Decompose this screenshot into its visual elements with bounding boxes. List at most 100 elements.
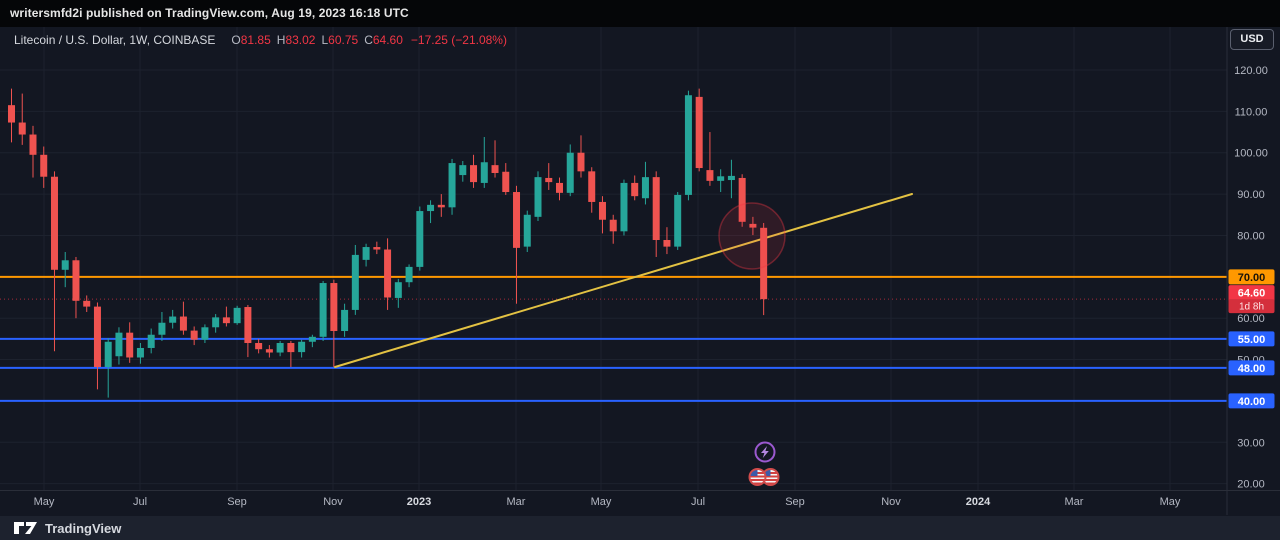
candle-body — [179, 316, 187, 331]
high-value: 83.02 — [285, 33, 316, 47]
level-badge-55.00: 55.00 — [1228, 331, 1275, 347]
candle-body — [18, 122, 26, 135]
candle — [706, 132, 714, 186]
candle-body — [641, 177, 649, 199]
candle — [18, 93, 26, 145]
candle — [50, 171, 58, 352]
badge-text: 40.00 — [1238, 396, 1266, 408]
time-tick-label: 2024 — [966, 496, 991, 508]
candle — [437, 194, 445, 217]
candle — [598, 196, 606, 234]
candle — [126, 322, 134, 363]
candle-body — [706, 170, 714, 181]
candle-body — [631, 182, 639, 197]
candle — [341, 303, 349, 337]
candle — [61, 252, 69, 288]
candle-body — [513, 192, 521, 248]
candle — [40, 146, 48, 188]
time-tick-label: Sep — [785, 496, 805, 508]
flag-stripe — [762, 479, 779, 481]
badge-text: 55.00 — [1238, 334, 1266, 346]
candle-body — [609, 219, 617, 232]
candle — [287, 340, 295, 368]
breakdown-highlight-ellipse[interactable] — [718, 202, 786, 270]
candle — [179, 301, 187, 335]
time-tick-label: Mar — [507, 496, 526, 508]
candle — [695, 88, 703, 172]
open-label: O — [231, 33, 241, 47]
candle — [459, 161, 467, 182]
candle — [405, 264, 413, 288]
candle-body — [104, 341, 112, 368]
candle-body — [738, 177, 746, 222]
flag-stripe — [749, 475, 766, 478]
close-label: C — [364, 33, 373, 47]
candle-body — [330, 283, 338, 332]
candle-body — [555, 182, 563, 193]
price-axis[interactable]: 120.00110.00100.0090.0080.0070.0060.0050… — [1228, 65, 1275, 491]
countdown-bg — [1228, 299, 1275, 314]
badge-text: 70.00 — [1238, 272, 1266, 284]
time-axis[interactable]: May Jul Sep Nov 2023 Mar May Jul Sep Nov 2024 Mar Ma… — [34, 496, 1181, 508]
candle — [523, 210, 531, 253]
candle-body — [405, 266, 413, 283]
flag-canton — [762, 469, 771, 476]
candle — [641, 161, 649, 205]
currency-toggle-button[interactable]: USD — [1230, 29, 1274, 50]
candle — [717, 169, 725, 193]
symbol-title[interactable]: Litecoin / U.S. Dollar, 1W, COINBASE — [14, 33, 216, 47]
candle — [652, 171, 660, 257]
candle — [674, 192, 682, 250]
candle-body — [588, 171, 596, 202]
close-value: 64.60 — [372, 33, 403, 47]
tradingview-logo-icon[interactable] — [13, 521, 39, 535]
candle — [319, 280, 327, 341]
candle-body — [319, 283, 327, 337]
badge-bg — [1228, 285, 1275, 314]
footer-brand-text[interactable]: TradingView — [45, 520, 122, 536]
candle-body — [233, 307, 241, 324]
candle-body — [115, 332, 123, 357]
price-tick-label: 120.00 — [1234, 65, 1268, 77]
badge-bg — [1228, 331, 1275, 347]
us-flag — [749, 469, 766, 485]
candle-body — [727, 175, 735, 181]
candle-body — [663, 240, 671, 247]
candle-body — [61, 260, 69, 270]
candle — [663, 227, 671, 255]
level-badge-48.00: 48.00 — [1228, 360, 1275, 376]
high-label: H — [276, 33, 286, 47]
candle-body — [362, 247, 370, 260]
candle-body — [695, 96, 703, 169]
candle-body — [577, 152, 585, 172]
candle — [115, 327, 123, 365]
candlestick-series — [8, 88, 768, 398]
level-lines — [0, 275, 1227, 402]
candle-body — [534, 177, 542, 217]
candle-body — [169, 316, 177, 323]
price-tick-label: 80.00 — [1237, 230, 1265, 242]
candle-body — [50, 176, 58, 270]
candle — [588, 167, 596, 213]
candle-body — [190, 330, 198, 340]
candle-body — [126, 332, 134, 358]
candle — [491, 140, 499, 178]
candle — [502, 163, 510, 195]
time-tick-label: May — [34, 496, 55, 508]
open-value: 81.85 — [240, 33, 271, 47]
us-flag-events-icon[interactable] — [748, 468, 780, 486]
lightning-event-icon[interactable] — [754, 441, 776, 463]
candle — [308, 334, 316, 348]
candle-body — [287, 343, 295, 353]
candle-body — [491, 165, 499, 173]
flag-stripe — [762, 482, 779, 485]
footer-bar: TradingView — [0, 516, 1280, 540]
candle — [362, 243, 370, 267]
ascending-trendline[interactable] — [334, 193, 913, 368]
bar-countdown-text: 1d 8h — [1239, 302, 1264, 313]
last-price-text: 64.60 — [1238, 288, 1266, 300]
candle — [620, 179, 628, 236]
candle — [373, 241, 381, 255]
